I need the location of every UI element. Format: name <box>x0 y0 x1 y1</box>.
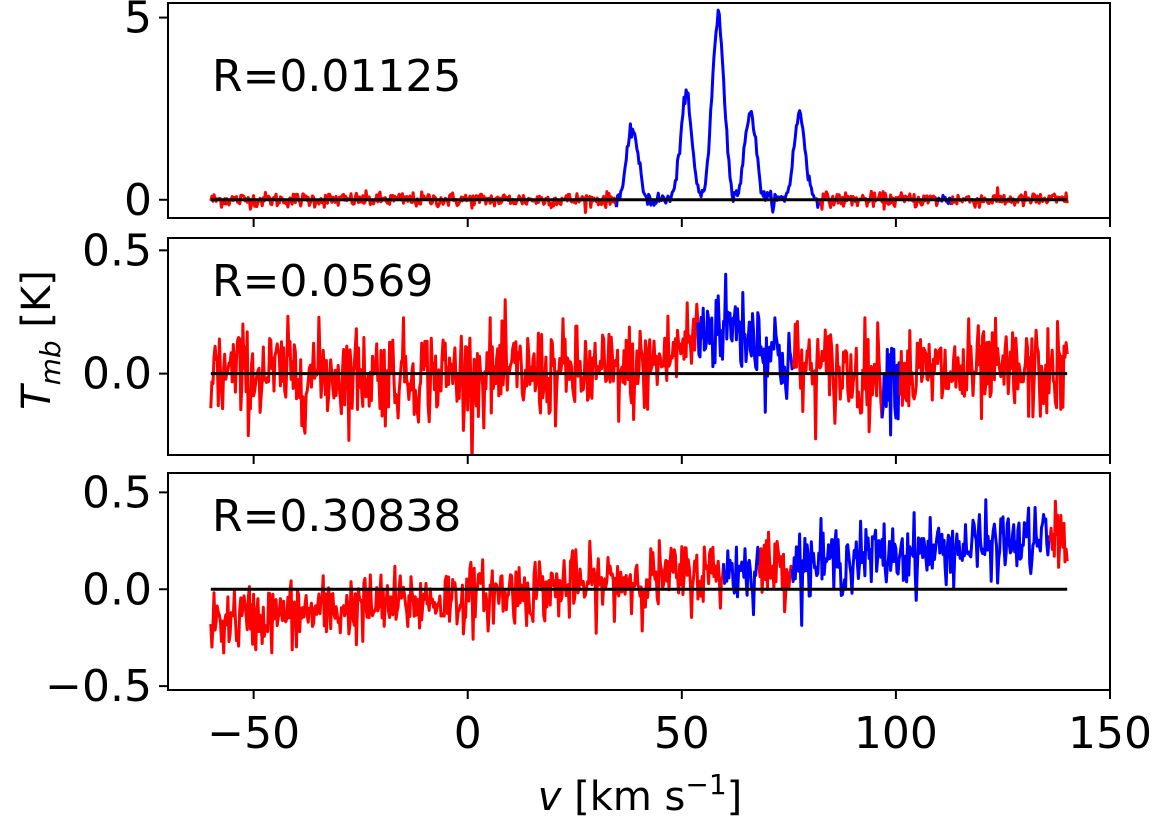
panel-frame <box>167 472 1111 691</box>
x-tick-label: −50 <box>207 708 300 759</box>
x-axis-title: v [km s−1] <box>538 768 743 820</box>
x-tick-label: 100 <box>854 708 938 759</box>
noise-segment <box>757 530 794 614</box>
x-axis-title-sup: −1 <box>685 768 726 801</box>
signal-segment <box>722 545 761 617</box>
x-axis-title-unit: [km s <box>561 774 685 820</box>
noise-segment <box>209 189 618 214</box>
signal-segment <box>880 346 902 437</box>
signal-segment <box>790 498 1052 627</box>
spectrum-series <box>209 8 1069 214</box>
panel-2: 0.0 0.5 R=0.0569 <box>82 225 1111 464</box>
x-axis-title-close: ] <box>727 774 743 820</box>
y-tick-label: 5 <box>124 0 152 44</box>
x-tick-label: 150 <box>1068 708 1152 759</box>
x-tick-label: 0 <box>454 708 482 759</box>
noise-segment <box>1048 499 1069 569</box>
signal-segment <box>696 272 795 414</box>
x-tick-label: 50 <box>654 708 710 759</box>
panel-frame <box>167 2 1111 219</box>
spectrum-series <box>209 498 1069 655</box>
noise-segment <box>209 539 726 655</box>
panel-annotation: R=0.0569 <box>212 256 433 307</box>
noise-segment <box>898 316 1069 421</box>
y-tick-label: 0.5 <box>82 225 152 276</box>
panel-annotation: R=0.01125 <box>212 51 461 102</box>
x-ticks: −50 0 50 100 150 <box>207 708 1152 759</box>
panel-3: −0.5 0.0 0.5 R=0.30838 <box>45 467 1111 712</box>
noise-segment <box>791 316 884 441</box>
y-tick-label: 0.0 <box>82 564 152 615</box>
panels: 0 5 R=0.01125 0.0 0.5 R=0.0569 −0.5 0.0 0.5 R=0.3… <box>45 0 1111 712</box>
y-axis-title-var: T <box>14 382 60 410</box>
y-axis-title-sub: mb <box>34 340 67 385</box>
noise-segment <box>209 298 700 455</box>
panel-frame <box>167 237 1111 456</box>
panel-1: 0 5 R=0.01125 <box>124 0 1111 227</box>
y-tick-label: 0.5 <box>82 467 152 518</box>
y-tick-label: −0.5 <box>45 661 152 712</box>
y-axis-title: Tmb [K] <box>14 270 67 410</box>
y-tick-label: 0 <box>124 175 152 226</box>
y-tick-label: 0.0 <box>82 349 152 400</box>
noise-segment <box>950 186 1069 209</box>
panel-annotation: R=0.30838 <box>212 491 461 542</box>
y-axis-title-unit: [K] <box>14 270 60 340</box>
signal-segment <box>615 8 821 214</box>
x-axis-title-var: v <box>538 774 563 820</box>
